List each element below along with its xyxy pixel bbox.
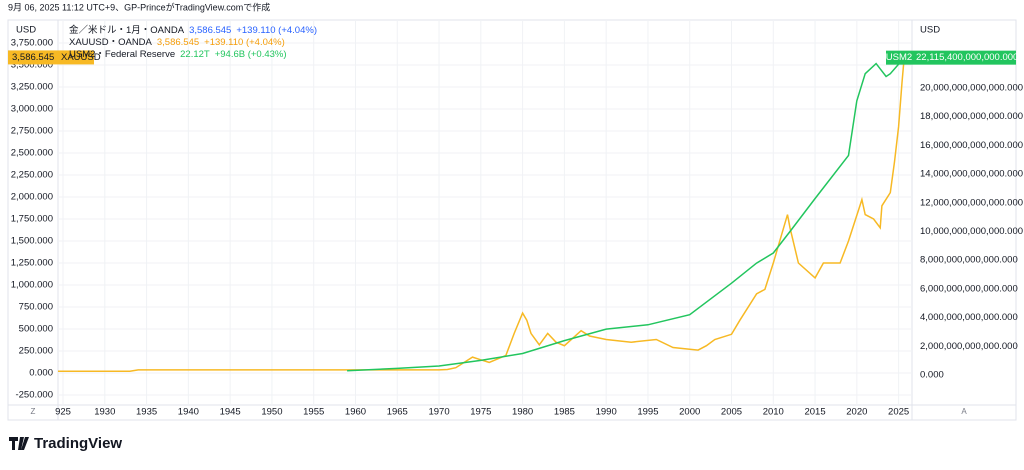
- x-tick-label: 1975: [470, 407, 491, 418]
- y-tick-label: 1,250.000: [11, 258, 53, 269]
- y2-tick-label: 10,000,000,000,000.000: [920, 226, 1023, 237]
- y-tick-label: 0.000: [29, 367, 53, 378]
- legend-name: USM2・Federal Reserve: [69, 49, 175, 60]
- x-tick-label: 1970: [428, 407, 449, 418]
- badge-name: XAUUSD: [61, 52, 101, 63]
- legend-value: 3,586.545: [189, 25, 231, 36]
- y2-tick-label: 14,000,000,000,000.000: [920, 169, 1023, 180]
- price-badge: [8, 50, 58, 65]
- y2-tick-label: 8,000,000,000,000.000: [920, 255, 1018, 266]
- y2-tick-label: 16,000,000,000,000.000: [920, 140, 1023, 151]
- badge-value: 22,115,400,000,000.000: [916, 52, 1018, 63]
- brand-logo: TradingView: [9, 435, 122, 452]
- series-line: [58, 57, 905, 372]
- x-tick-label: 1930: [94, 407, 115, 418]
- legend-change: +94.6B (+0.43%): [215, 49, 287, 60]
- x-tick-label: 2010: [763, 407, 784, 418]
- y2-tick-label: 18,000,000,000,000.000: [920, 111, 1023, 122]
- header: 9月 06, 2025 11:12 UTC+9、GP-PrinceがTradin…: [8, 1, 270, 12]
- y2-tick-label: 4,000,000,000,000.000: [920, 312, 1018, 323]
- x-tick-label: 1955: [303, 407, 324, 418]
- x-tick-label: 2000: [679, 407, 700, 418]
- legend-row: USM2・Federal Reserve 22.12T +94.6B (+0.43%…: [69, 49, 287, 60]
- x-tick-label: 1940: [178, 407, 199, 418]
- y-tick-label: 3,250.000: [11, 82, 53, 93]
- y-tick-label: 3,500.000: [11, 60, 53, 71]
- grid: [58, 20, 912, 405]
- y2-tick-label: 2,000,000,000,000.000: [920, 341, 1018, 352]
- y-unit: USD: [16, 25, 36, 36]
- x-tick-label: 2020: [846, 407, 867, 418]
- y-tick-label: 1,000.000: [11, 280, 53, 291]
- y-tick-label: 3,000.000: [11, 104, 53, 115]
- badge-name-box: [58, 50, 94, 65]
- legend: 金／米ドル・1月・OANDA 3,586.545 +139.110 (+4.04%)…: [69, 24, 317, 60]
- x-tick-label: 1950: [261, 407, 282, 418]
- legend-value: 22.12T: [180, 49, 210, 60]
- x-tick-label: 925: [55, 407, 71, 418]
- legend-name: XAUUSD・OANDA: [69, 37, 153, 48]
- y2-tick-label: 12,000,000,000,000.000: [920, 197, 1023, 208]
- price-badge: [912, 50, 1016, 65]
- x-tick-label: 2005: [721, 407, 742, 418]
- scale-button[interactable]: A: [961, 407, 967, 416]
- y-tick-label: 250.000: [19, 345, 53, 356]
- scale-button[interactable]: Z: [31, 407, 36, 416]
- x-tick-label: 1960: [345, 407, 366, 418]
- y-tick-label: 750.000: [19, 302, 53, 313]
- legend-change: +139.110 (+4.04%): [236, 25, 317, 36]
- y-tick-label: 1,750.000: [11, 214, 53, 225]
- x-tick-label: 1995: [637, 407, 658, 418]
- y-tick-label: 500.000: [19, 323, 53, 334]
- legend-value: 3,586.545: [157, 37, 199, 48]
- badge-value: 3,586.545: [12, 52, 54, 63]
- badge-name-box: [886, 50, 912, 65]
- badge-name: USM2: [886, 52, 912, 63]
- brand: TradingView: [34, 435, 122, 452]
- x-tick-label: 2015: [804, 407, 825, 418]
- y-tick-label: 3,750.000: [11, 38, 53, 49]
- y2-tick-label: 20,000,000,000,000.000: [920, 83, 1023, 94]
- y-tick-label: 2,750.000: [11, 126, 53, 137]
- legend-symbol: 金／米ドル・1月・OANDA: [69, 24, 185, 36]
- y-tick-label: 2,000.000: [11, 192, 53, 203]
- y-tick-label: -250.000: [15, 389, 53, 400]
- y2-tick-label: 0.000: [920, 370, 944, 381]
- frame: [7, 19, 1017, 421]
- y-tick-label: 2,250.000: [11, 170, 53, 181]
- x-tick-label: 1985: [554, 407, 575, 418]
- legend-row: XAUUSD・OANDA 3,586.545 +139.110 (+4.04%): [69, 37, 285, 48]
- y-tick-label: 2,500.000: [11, 148, 53, 159]
- legend-change: +139.110 (+4.04%): [204, 37, 285, 48]
- x-tick-label: 1990: [596, 407, 617, 418]
- series-line: [347, 57, 905, 372]
- x-tick-label: 1935: [136, 407, 157, 418]
- y2-tick-label: 6,000,000,000,000.000: [920, 283, 1018, 294]
- x-tick-label: 2025: [888, 407, 909, 418]
- x-tick-label: 1945: [220, 407, 241, 418]
- legend-row: 金／米ドル・1月・OANDA 3,586.545 +139.110 (+4.04%): [69, 24, 317, 36]
- y-tick-label: 1,500.000: [11, 236, 53, 247]
- x-tick-label: 1980: [512, 407, 533, 418]
- y2-unit: USD: [920, 25, 940, 36]
- x-tick-label: 1965: [387, 407, 408, 418]
